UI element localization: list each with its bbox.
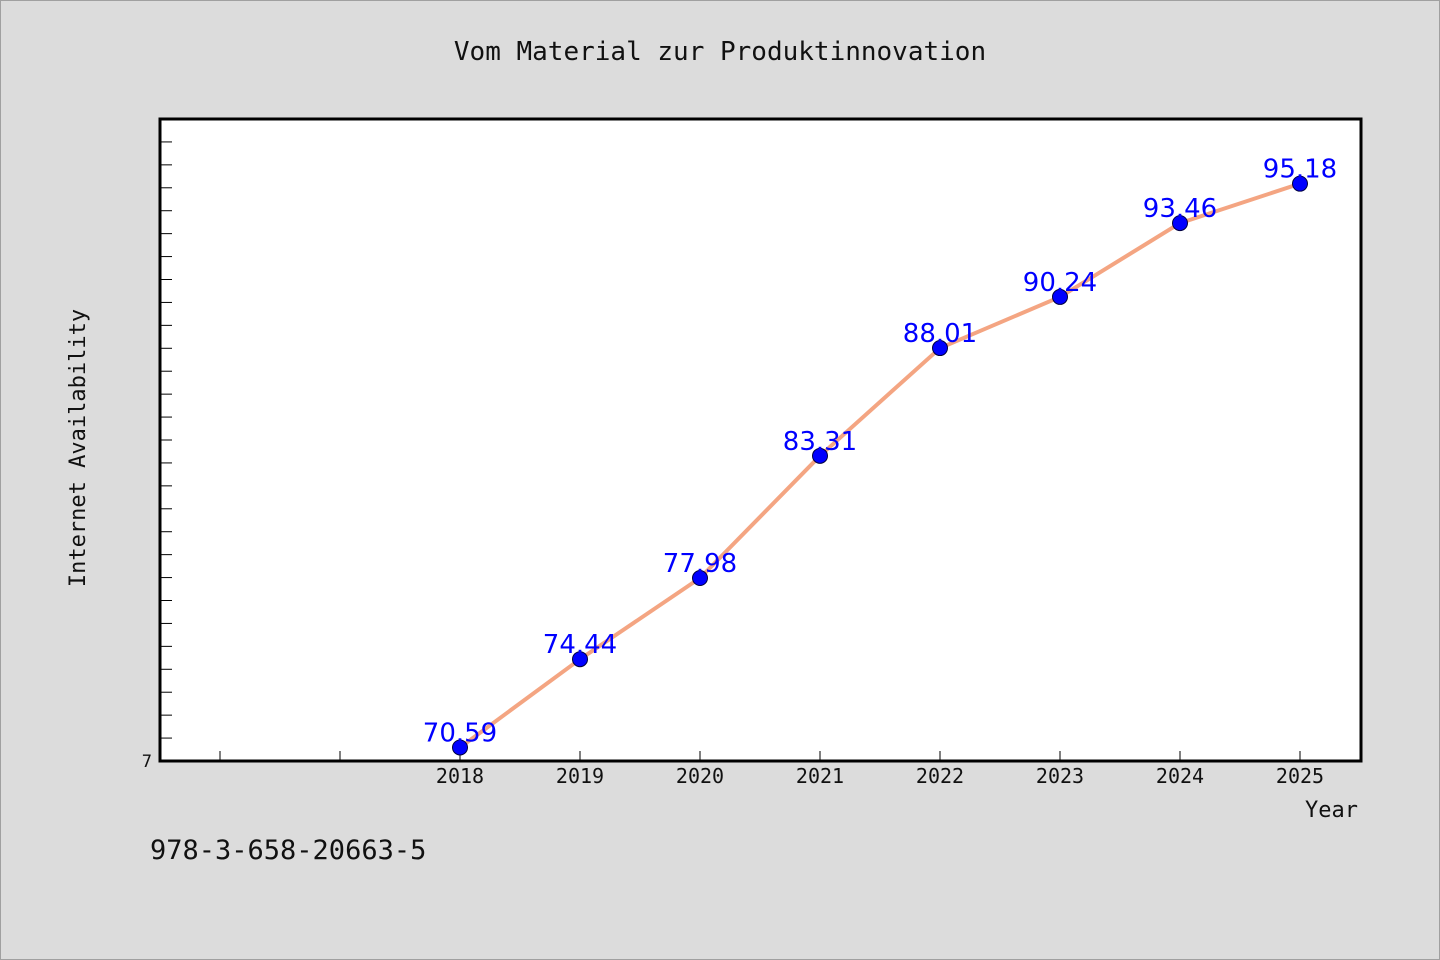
data-label: 83.31 xyxy=(783,427,857,457)
series-line xyxy=(458,181,1302,750)
data-point xyxy=(692,570,708,587)
x-tick-label: 2024 xyxy=(1156,764,1204,788)
x-tick-label: 2021 xyxy=(796,764,844,788)
x-tick-label: 2019 xyxy=(556,764,604,788)
data-point xyxy=(1292,175,1308,192)
y-axis-ticks: 7 xyxy=(142,141,172,772)
x-tick-label: 2020 xyxy=(676,764,724,788)
plot-area xyxy=(158,117,1363,763)
data-point xyxy=(1172,215,1188,232)
data-point xyxy=(812,447,828,464)
x-axis-title: Year xyxy=(1305,798,1358,823)
y-axis-title: Internet Availability xyxy=(66,309,91,587)
x-tick-label: 2022 xyxy=(916,764,964,788)
data-point xyxy=(452,739,468,756)
data-label: 93.46 xyxy=(1143,194,1217,224)
data-label: 95.18 xyxy=(1263,155,1337,185)
data-point xyxy=(1052,288,1068,305)
chart-title: Vom Material zur Produktinnovation xyxy=(454,37,986,67)
data-point xyxy=(572,651,588,668)
x-tick-label: 2025 xyxy=(1276,764,1324,788)
isbn-footnote: 978-3-658-20663-5 xyxy=(150,835,427,866)
data-label: 74.44 xyxy=(543,630,617,660)
x-tick-label: 2023 xyxy=(1036,764,1084,788)
y-tick-label: 7 xyxy=(142,752,152,772)
data-label: 77.98 xyxy=(663,549,737,579)
series-layer: 70.59 74.44 77.98 83.31 88.01 90.24 93.46 95.18 xyxy=(423,155,1337,756)
x-tick-label: 2018 xyxy=(436,764,484,788)
data-label: 90.24 xyxy=(1023,268,1097,298)
data-label: 88.01 xyxy=(903,319,977,349)
x-axis-ticks: 2018 2019 2020 2021 2022 2023 2024 2025 xyxy=(219,751,1324,788)
data-point xyxy=(932,340,948,357)
data-label: 70.59 xyxy=(423,718,497,748)
